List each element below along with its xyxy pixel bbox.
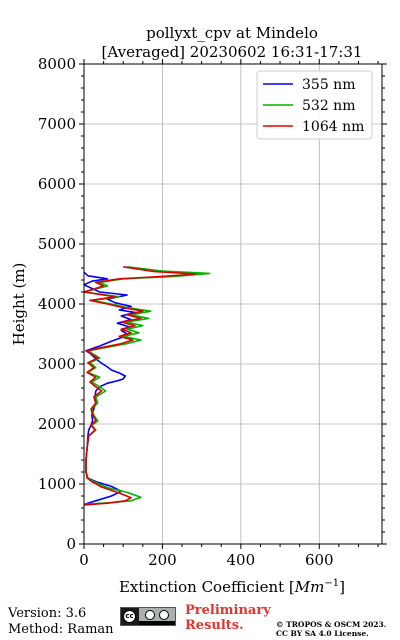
chart-title: pollyxt_cpv at Mindelo xyxy=(146,24,318,42)
y-tick-label: 7000 xyxy=(38,115,76,133)
x-tick-label: 0 xyxy=(79,551,89,569)
y-axis-label: Height (m) xyxy=(10,263,28,346)
x-axis-label: Extinction Coefficient [Mm−1] xyxy=(119,578,345,596)
extinction-profile-chart: 0 1000 2000 3000 4000 5000 6000 7000 8000 0 200 400… xyxy=(10,24,387,596)
x-tick-label: 400 xyxy=(227,551,256,569)
chart-subtitle: [Averaged] 20230602 16:31-17:31 xyxy=(102,43,363,61)
y-tick-label: 8000 xyxy=(38,55,76,73)
preliminary-results-notice: Preliminary Results. xyxy=(185,603,271,633)
y-tick-label: 6000 xyxy=(38,175,76,193)
legend-label: 1064 nm xyxy=(302,119,364,135)
y-tick-label: 0 xyxy=(66,535,76,553)
copyright-line-1: © TROPOS & OSCM 2023. xyxy=(276,620,387,629)
y-tick-label: 5000 xyxy=(38,235,76,253)
legend-box xyxy=(256,70,373,140)
cc-license-badge: cc xyxy=(120,607,176,626)
y-tick-label: 3000 xyxy=(38,355,76,373)
cc-strip xyxy=(139,621,175,625)
legend-label: 355 nm xyxy=(302,77,355,93)
legend-label: 532 nm xyxy=(302,98,355,114)
x-tick-label: 600 xyxy=(305,551,334,569)
x-axis-label-main: Extinction Coefficient [ xyxy=(119,578,295,596)
series-layer xyxy=(83,266,211,506)
copyright-line-2: CC BY SA 4.0 License. xyxy=(276,629,369,638)
y-tick-label: 4000 xyxy=(38,295,76,313)
copyright-notice: © TROPOS & OSCM 2023. CC BY SA 4.0 Licen… xyxy=(276,620,386,638)
cc-sa-icon xyxy=(159,610,169,620)
x-axis-label-unit: Mm xyxy=(294,578,325,596)
cc-by-icon xyxy=(145,610,155,620)
preliminary-line-2: Results. xyxy=(185,618,244,633)
x-axis-label-exponent: −1 xyxy=(324,578,339,589)
preliminary-line-1: Preliminary xyxy=(185,603,271,618)
y-tick-label: 1000 xyxy=(38,475,76,493)
axis-ticks: 0 1000 2000 3000 4000 5000 6000 7000 8000 0 200 400… xyxy=(38,55,387,569)
legend: 355 nm 532 nm 1064 nm xyxy=(256,70,373,140)
cc-logo-block: cc xyxy=(121,608,139,625)
version-label: Version: 3.6 xyxy=(8,606,87,621)
x-tick-label: 200 xyxy=(148,551,177,569)
y-tick-label: 2000 xyxy=(38,415,76,433)
x-axis-label-close: ] xyxy=(339,578,345,596)
series-line-1064-nm xyxy=(83,266,197,506)
grid-lines xyxy=(84,64,382,544)
method-label: Method: Raman xyxy=(8,622,114,637)
cc-icon: cc xyxy=(123,610,136,623)
